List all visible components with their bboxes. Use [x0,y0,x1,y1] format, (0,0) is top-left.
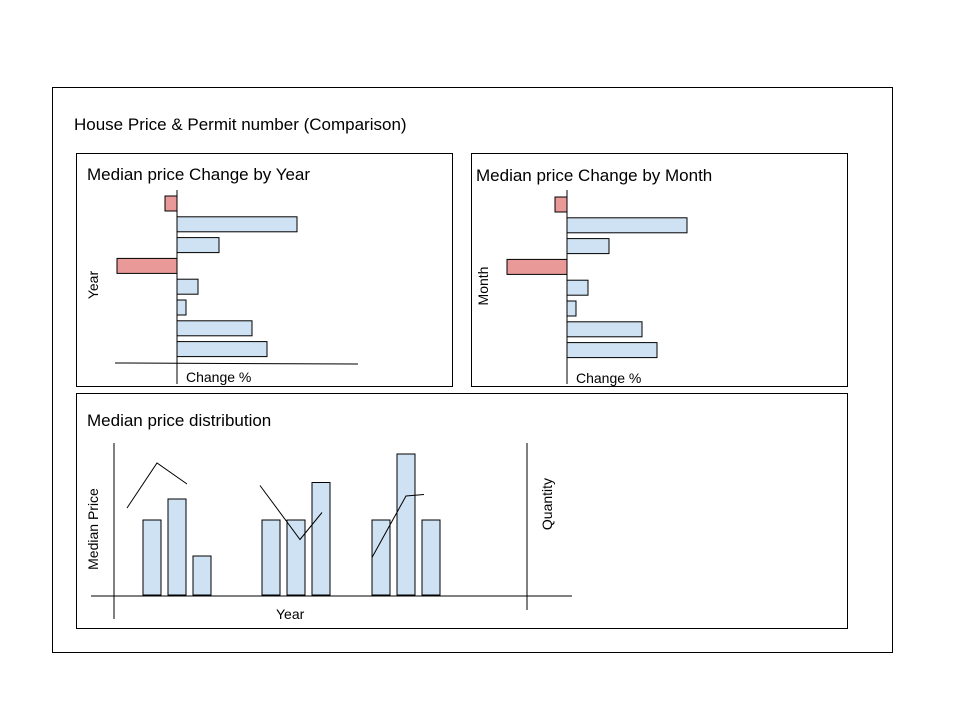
dist-bar-2-3 [311,482,331,596]
dist-bar-1-2 [167,498,187,596]
dist-bar-2-1 [261,519,281,596]
trend-line-1 [126,462,188,509]
y-axis-label: Year [85,271,101,300]
dist-bar-3-3 [421,519,441,596]
dashboard-title: House Price & Permit number (Comparison) [74,115,407,134]
dist-bar-3-1 [371,519,391,596]
trend-line-3 [371,494,425,558]
dist-bar-2-2 [286,519,306,596]
dist-bar-1-3 [192,555,212,596]
y2-axis-label: Quantity [539,478,555,530]
x-axis-label: Change % [576,370,641,386]
x-axis-line [114,362,359,365]
x-axis-label: Year [276,606,305,622]
dist-bar-1-1 [142,519,162,596]
panel-title-month: Median price Change by Month [476,166,713,185]
trend-line-2 [259,485,323,541]
y-axis-label: Median Price [85,488,101,570]
dashboard-frame [52,87,893,653]
panel-title-year: Median price Change by Year [87,165,311,184]
x-axis-label: Change % [186,369,251,385]
panel-title-distribution: Median price distribution [87,411,272,430]
y-axis-label: Month [475,267,491,306]
dist-bar-3-2 [396,453,416,596]
